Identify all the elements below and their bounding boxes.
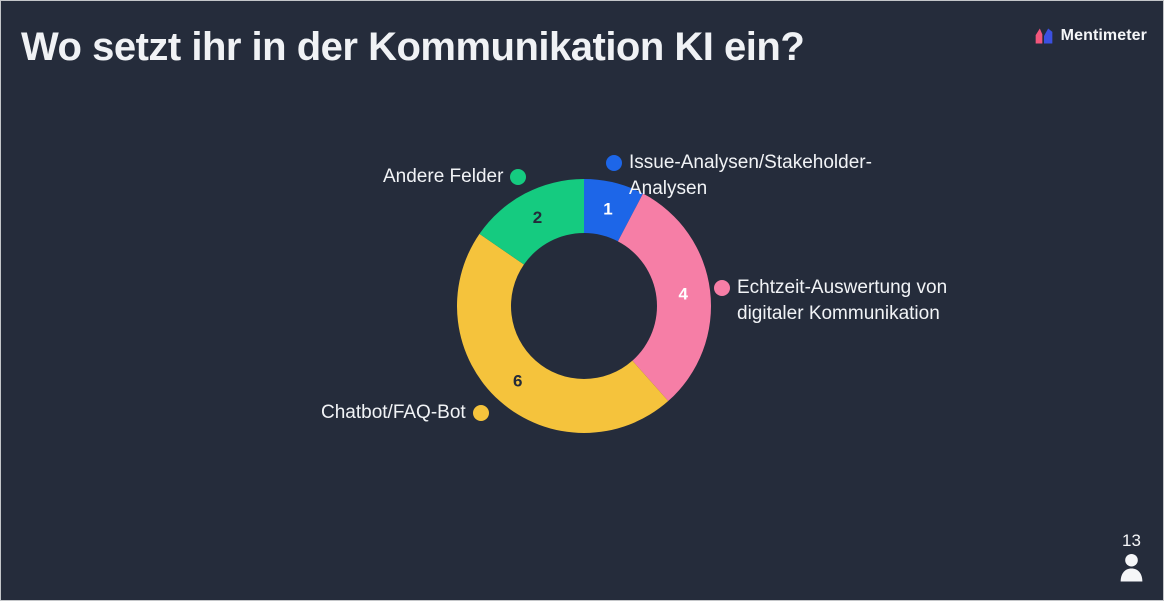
page-title: Wo setzt ihr in der Kommunikation KI ein… [21, 25, 805, 69]
donut-segment [617, 193, 711, 402]
person-icon [1120, 553, 1143, 582]
legend-dot-blue [606, 155, 622, 171]
slice-value-label: 1 [603, 199, 612, 218]
donut-segment [457, 233, 669, 433]
participant-counter: 13 [1116, 531, 1147, 583]
participant-count: 13 [1122, 531, 1141, 550]
slice-value-label: 2 [533, 208, 542, 227]
legend-item-andere-felder: Andere Felder [383, 164, 527, 190]
slice-value-label: 6 [513, 371, 522, 390]
donut-segment [584, 179, 644, 242]
legend-label: Andere Felder [383, 166, 504, 187]
legend-label: Chatbot/FAQ-Bot [321, 402, 466, 423]
legend-dot-green [510, 169, 527, 185]
mentimeter-logo: Mentimeter [1034, 26, 1147, 46]
legend-item-chatbot-faq-bot: Chatbot/FAQ-Bot [321, 400, 489, 426]
legend-label: Issue-Analysen/Stakeholder-Analysen [629, 152, 872, 199]
slice-value-label: 4 [679, 284, 689, 303]
donut-chart: 1 4 6 2 [457, 179, 711, 433]
mentimeter-logo-text: Mentimeter [1060, 27, 1147, 44]
legend-item-issue-analysen: Issue-Analysen/Stakeholder-Analysen [606, 150, 884, 202]
legend-label: Echtzeit-Auswertung von digitaler Kommun… [737, 277, 948, 324]
legend-item-echtzeit-auswertung: Echtzeit-Auswertung von digitaler Kommun… [714, 275, 969, 327]
donut-segment [479, 179, 584, 265]
legend-dot-pink [714, 280, 730, 296]
mentimeter-logo-icon [1035, 28, 1052, 44]
legend-dot-yellow [472, 405, 489, 421]
